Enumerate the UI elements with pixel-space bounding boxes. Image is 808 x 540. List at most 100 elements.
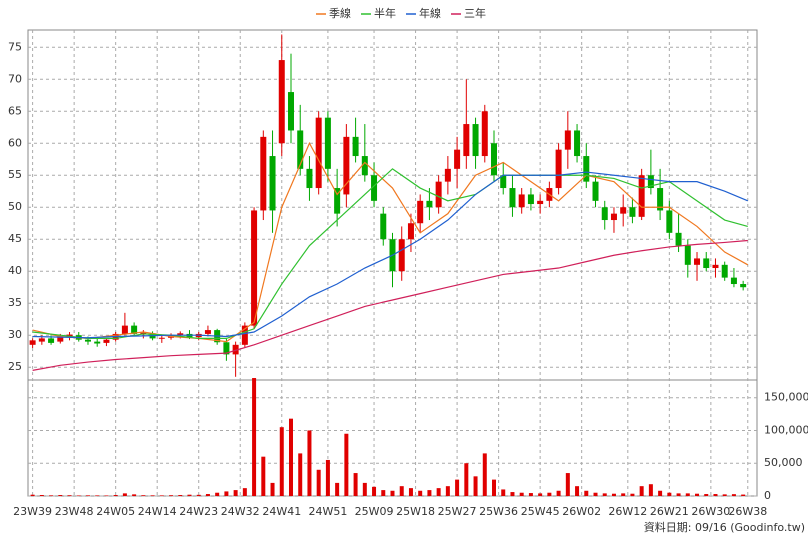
y-tick-label: 60: [8, 136, 22, 149]
candle-body: [666, 210, 673, 233]
candle-body: [583, 156, 590, 182]
candle-body: [629, 207, 636, 217]
volume-bar: [362, 482, 367, 496]
volume-bar: [418, 490, 423, 496]
candle-body: [269, 156, 276, 211]
volume-bar: [621, 493, 626, 496]
x-tick-label: 24W51: [308, 505, 347, 518]
volume-bar: [575, 486, 580, 496]
candle-body: [481, 111, 488, 157]
y-tick-label: 70: [8, 72, 22, 85]
candle-body: [703, 258, 710, 269]
candle-body: [84, 339, 91, 342]
y2-tick-label: 100,000: [764, 423, 808, 436]
candle-body: [407, 223, 414, 240]
volume-bar: [381, 490, 386, 496]
volume-bar: [104, 495, 109, 496]
candle-body: [287, 92, 294, 131]
volume-bar: [233, 490, 238, 496]
volume-bar: [584, 490, 589, 496]
volume-bar: [325, 459, 330, 496]
volume-bar: [501, 489, 506, 496]
y-tick-label: 40: [8, 264, 22, 277]
candle-body: [371, 175, 378, 201]
volume-bar: [519, 492, 524, 496]
legend-label: 季線: [329, 6, 351, 20]
candle-body: [694, 258, 701, 265]
candle-body: [158, 337, 165, 339]
candle-body: [601, 207, 608, 221]
candle-body: [454, 149, 461, 169]
candle-body: [278, 60, 285, 144]
volume-bar: [58, 495, 63, 496]
volume-bar: [85, 495, 90, 496]
candle-body: [223, 342, 230, 355]
volume-bar: [556, 490, 561, 496]
y-tick-label: 45: [8, 232, 22, 245]
volume-bar: [427, 490, 432, 496]
legend-label: 年線: [419, 6, 441, 20]
candle-body: [675, 232, 682, 246]
x-tick-label: 26W38: [728, 505, 767, 518]
candle-body: [509, 188, 516, 208]
volume-bar: [270, 482, 275, 496]
candle-body: [361, 156, 368, 176]
volume-bar: [215, 492, 220, 496]
volume-bar: [492, 479, 497, 496]
x-tick-label: 24W14: [138, 505, 177, 518]
volume-bar: [132, 494, 137, 496]
y2-tick-label: 150,000: [764, 391, 808, 404]
volume-bar: [298, 453, 303, 496]
candle-body: [140, 332, 147, 334]
volume-bar: [390, 490, 395, 496]
volume-bar: [242, 488, 247, 496]
x-tick-label: 26W12: [608, 505, 647, 518]
candle-body: [500, 175, 507, 189]
candle-body: [241, 325, 248, 345]
volume-bar: [464, 463, 469, 496]
volume-bar: [639, 486, 644, 496]
volume-bar: [547, 492, 552, 496]
candle-body: [352, 136, 359, 157]
volume-bar: [482, 453, 487, 496]
candle-body: [491, 143, 498, 176]
candle-body: [740, 284, 747, 288]
volume-bar: [187, 494, 192, 496]
candle-body: [131, 325, 138, 334]
volume-bar: [335, 482, 340, 496]
x-tick-label: 23W48: [55, 505, 94, 518]
candle-body: [260, 136, 267, 211]
y-tick-label: 75: [8, 40, 22, 53]
x-tick-label: 25W45: [521, 505, 560, 518]
candle-body: [380, 213, 387, 240]
candle-body: [527, 194, 534, 205]
candle-body: [518, 194, 525, 208]
volume-bar: [565, 473, 570, 496]
volume-bar: [455, 479, 460, 496]
volume-bar: [39, 495, 44, 496]
candle-body: [177, 333, 184, 336]
candle-body: [564, 130, 571, 150]
volume-bar: [685, 493, 690, 496]
candle-body: [232, 344, 239, 355]
candle-body: [251, 210, 258, 326]
candle-body: [29, 340, 36, 345]
x-tick-label: 26W21: [650, 505, 689, 518]
candle-body: [610, 213, 617, 221]
x-tick-label: 25W09: [355, 505, 394, 518]
candle-body: [297, 130, 304, 169]
candle-body: [398, 239, 405, 272]
candle-body: [638, 175, 645, 217]
candle-body: [730, 277, 737, 285]
x-tick-label: 25W36: [479, 505, 518, 518]
y-tick-label: 65: [8, 104, 22, 117]
volume-bar: [731, 494, 736, 496]
volume-bar: [593, 492, 598, 496]
candle-body: [592, 181, 599, 201]
volume-bar: [288, 418, 293, 496]
y2-tick-label: 50,000: [764, 456, 803, 469]
candle-body: [121, 325, 128, 334]
volume-bar: [150, 495, 155, 496]
